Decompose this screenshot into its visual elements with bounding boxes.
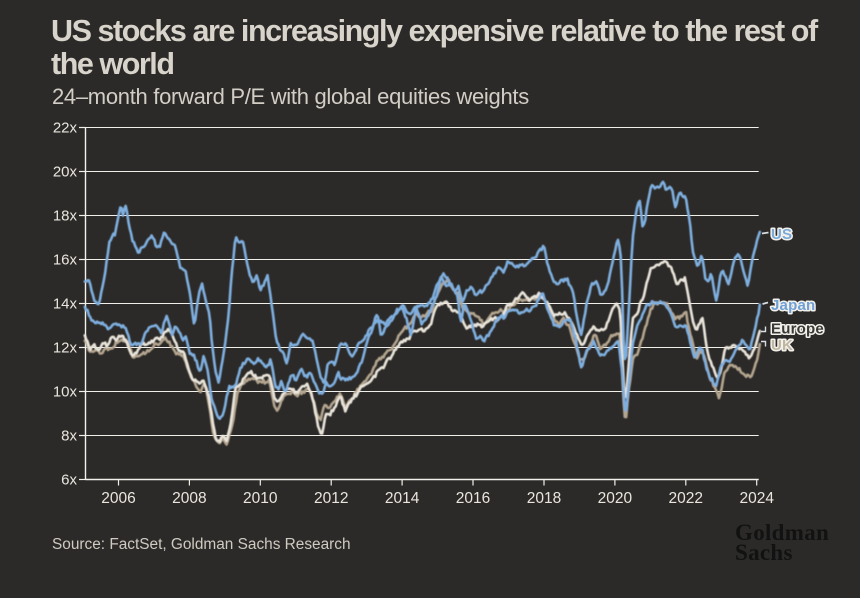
svg-text:2018: 2018 (527, 490, 561, 507)
svg-text:2010: 2010 (243, 490, 278, 507)
svg-text:20x: 20x (53, 164, 78, 181)
svg-text:2008: 2008 (172, 490, 206, 507)
svg-text:Europe: Europe (771, 321, 824, 338)
svg-text:12x: 12x (53, 340, 78, 357)
svg-text:10x: 10x (53, 384, 78, 401)
svg-text:UK: UK (771, 337, 793, 354)
svg-text:US: US (771, 226, 792, 243)
svg-text:6x: 6x (61, 472, 77, 489)
svg-text:2012: 2012 (314, 490, 348, 507)
svg-text:Japan: Japan (771, 297, 815, 314)
svg-text:8x: 8x (61, 428, 77, 445)
svg-text:2024: 2024 (739, 490, 774, 507)
svg-text:22x: 22x (53, 120, 78, 137)
svg-text:14x: 14x (53, 296, 78, 313)
svg-text:2006: 2006 (101, 490, 135, 507)
svg-text:2022: 2022 (669, 490, 703, 507)
svg-text:16x: 16x (53, 252, 78, 269)
svg-text:2014: 2014 (385, 490, 420, 507)
svg-text:18x: 18x (53, 208, 78, 225)
svg-text:2016: 2016 (456, 490, 490, 507)
svg-text:2020: 2020 (598, 490, 633, 507)
